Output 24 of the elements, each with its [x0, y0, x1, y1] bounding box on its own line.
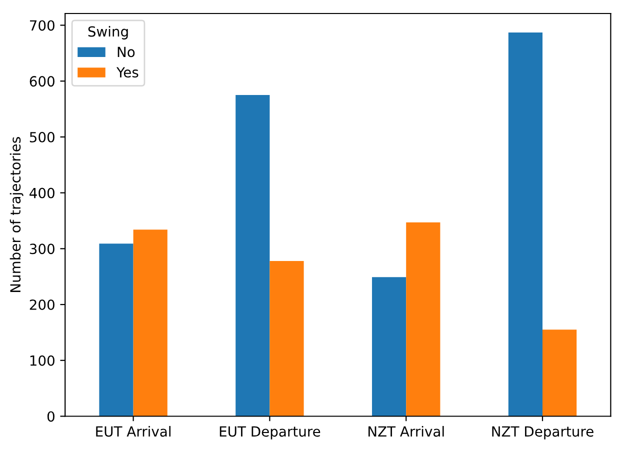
y-tick-label: 700 [30, 20, 54, 31]
y-axis-title: Number of trajectories [10, 137, 24, 292]
y-tick-label: 200 [30, 300, 54, 310]
bar [99, 244, 134, 416]
bar [270, 260, 304, 416]
y-tick-label: 500 [30, 132, 54, 142]
x-tick-label: EUT Departure [220, 426, 320, 440]
bar [133, 230, 168, 416]
bar [406, 222, 440, 416]
x-tick-label: EUT Arrival [96, 426, 170, 437]
y-tick-label: 400 [30, 188, 54, 198]
legend-title: Swing [88, 26, 128, 40]
y-tick-label: 300 [30, 244, 54, 254]
bar [372, 277, 406, 416]
legend-label: No [118, 46, 135, 58]
y-tick-label: 0 [47, 411, 54, 422]
bar [236, 95, 270, 416]
bar [542, 330, 577, 416]
x-tick-label: NZT Departure [492, 426, 594, 440]
bar [508, 32, 542, 416]
legend-label: Yes [116, 67, 138, 78]
y-tick-label: 600 [30, 76, 54, 87]
x-tick-label: NZT Arrival [368, 426, 444, 437]
y-tick-label: 100 [30, 355, 54, 366]
